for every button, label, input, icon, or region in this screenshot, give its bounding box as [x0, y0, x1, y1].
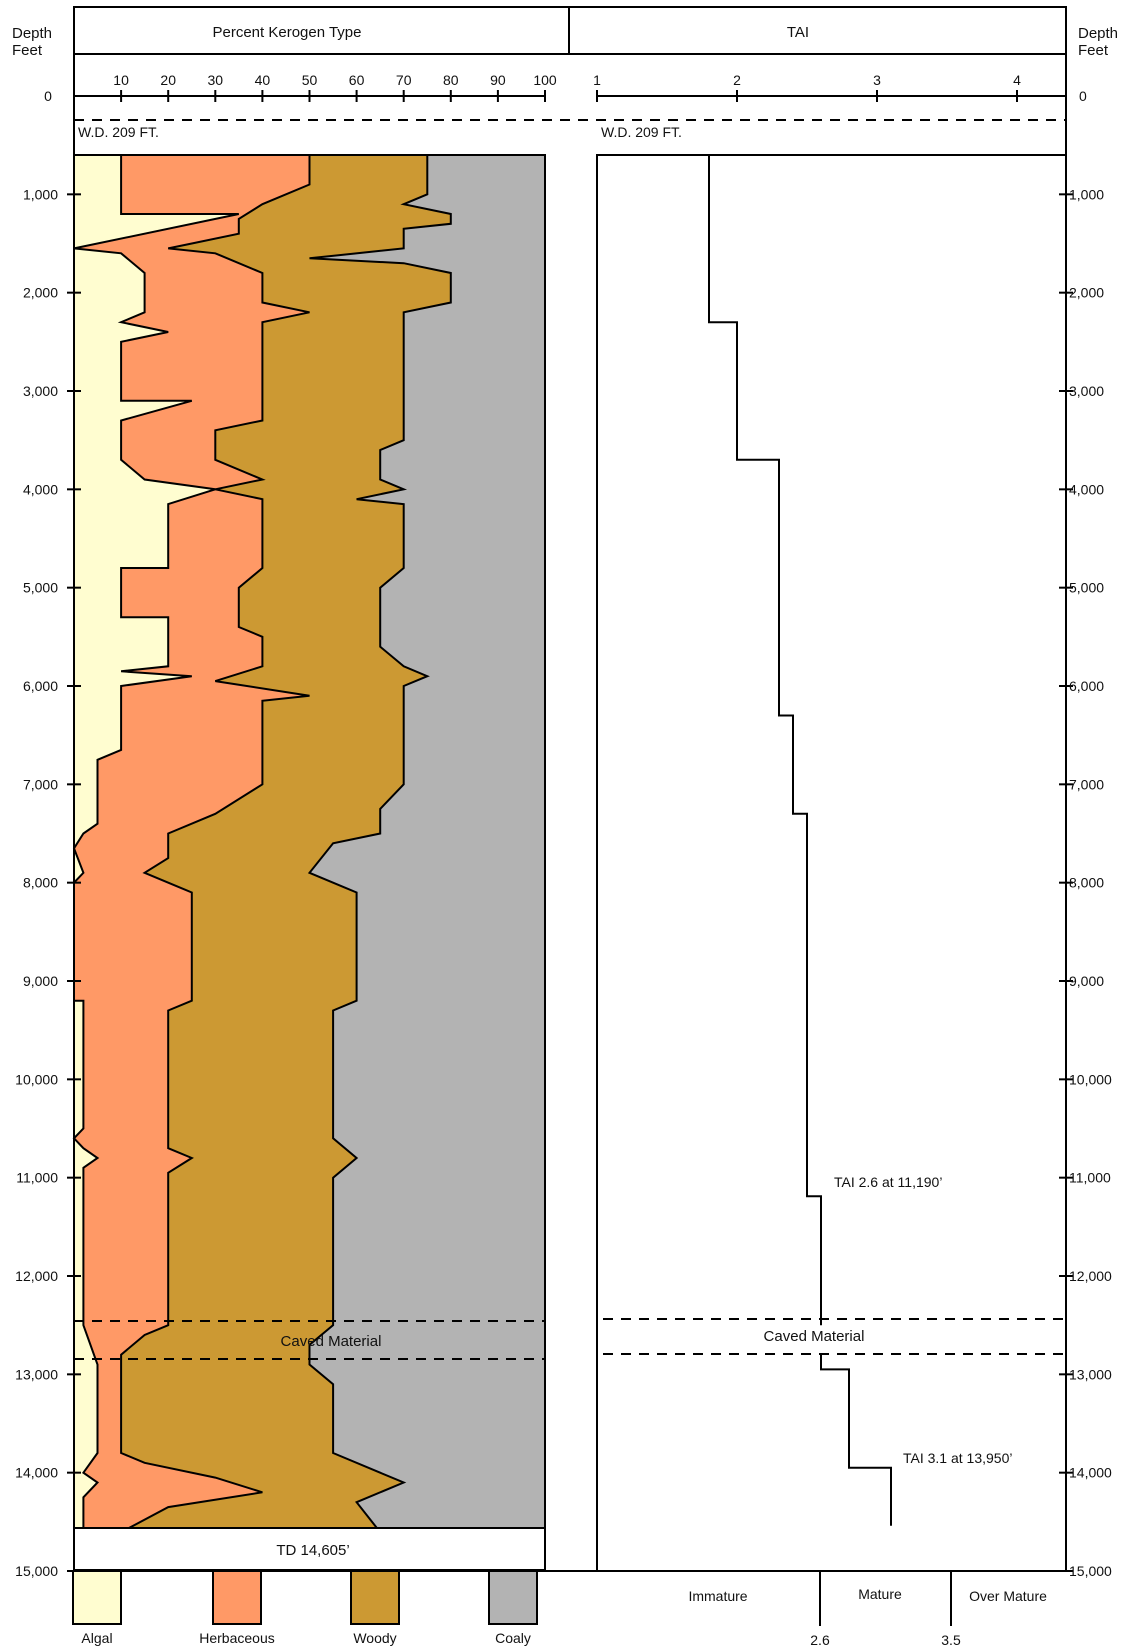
depth-tick-label-right: 4,000 — [1069, 481, 1104, 497]
kerogen-title: Percent Kerogen Type — [213, 24, 362, 41]
tai-line — [708, 155, 892, 1526]
tai-x-tick-label: 2 — [733, 72, 741, 88]
depth-label-left-line2: Feet — [12, 42, 43, 59]
woody-boundary — [307, 155, 452, 1533]
depth-tick-label-right: 8,000 — [1069, 875, 1104, 891]
depth-tick-label-left: 11,000 — [16, 1170, 58, 1186]
maturity-threshold-26: 2.6 — [810, 1632, 830, 1648]
depth-tick-label-left: 10,000 — [15, 1071, 58, 1087]
depth-tick-label-right: 10,000 — [1069, 1071, 1112, 1087]
herbaceous-boundary — [120, 155, 311, 1534]
depth-tick-label-left: 12,000 — [15, 1268, 58, 1284]
algal-boundary — [72, 155, 240, 1533]
depth-tick-label-right: 2,000 — [1069, 285, 1104, 301]
depth-tick-label-right: 5,000 — [1069, 580, 1104, 596]
kerogen-title-box — [73, 6, 570, 55]
kerogen-x-tick-label: 60 — [349, 72, 365, 88]
depth-tick-label-right: 15,000 — [1069, 1563, 1112, 1579]
depth-tick-label-right: 14,000 — [1069, 1465, 1112, 1481]
depth-tick-label-right: 1,000 — [1069, 186, 1104, 202]
maturity-overmature-label: Over Mature — [969, 1588, 1047, 1604]
depth-tick-label-left: 7,000 — [23, 776, 58, 792]
kerogen-x-ticks: 10 20 30 40 50 60 70 80 90 100 — [113, 72, 557, 102]
depth-tick-label-left: 14,000 — [15, 1465, 58, 1481]
depth-tick-label-left: 15,000 — [15, 1563, 58, 1579]
depth-tick-label-left: 3,000 — [23, 383, 58, 399]
maturity-immature-label: Immature — [688, 1588, 747, 1604]
depth-tick-label-left: 8,000 — [23, 875, 58, 891]
kerogen-x-tick-label: 100 — [533, 72, 557, 88]
legend: Algal Herbaceous Woody Coaly — [72, 1570, 538, 1646]
depth-tick-label-right: 0 — [1079, 88, 1087, 104]
caved-material-label-right: Caved Material — [764, 1328, 865, 1345]
depth-tick-label-right: 11,000 — [1069, 1170, 1111, 1186]
depth-tick-label-right: 13,000 — [1069, 1366, 1112, 1382]
kerogen-plot — [72, 155, 545, 1534]
kerogen-x-tick-label: 80 — [443, 72, 459, 88]
depth-label-right-line2: Feet — [1078, 42, 1109, 59]
legend-swatch-algal — [72, 1570, 122, 1625]
depth-tick-label-left: 0 — [44, 88, 52, 104]
depth-tick-label-left: 13,000 — [15, 1366, 58, 1382]
legend-label-coaly: Coaly — [495, 1630, 531, 1646]
depth-tick-label-left: 6,000 — [23, 678, 58, 694]
tai-plot-frame — [596, 154, 1066, 1571]
tai-x-tick-label: 3 — [873, 72, 881, 88]
depth-axis: 0 0 1,000 1,000 2,000 2,000 3,000 3,000 4,000 4,0… — [15, 88, 1112, 1579]
tai-step-line-deep — [820, 1354, 892, 1526]
tai-title: TAI — [787, 24, 809, 41]
depth-label-left-line1: Depth — [12, 25, 52, 42]
legend-label-algal: Algal — [81, 1630, 112, 1646]
depth-tick-label-left: 9,000 — [23, 973, 58, 989]
kerogen-x-tick-label: 70 — [396, 72, 412, 88]
kerogen-x-tick-label: 20 — [160, 72, 176, 88]
legend-swatch-herbaceous — [212, 1570, 262, 1625]
depth-tick-label-right: 9,000 — [1069, 973, 1104, 989]
maturity-threshold-35: 3.5 — [941, 1632, 961, 1648]
tai-x-tick-label: 1 — [593, 72, 601, 88]
kerogen-x-tick-label: 30 — [208, 72, 224, 88]
legend-swatch-coaly — [488, 1570, 538, 1625]
tai-31-annotation: TAI 3.1 at 13,950’ — [903, 1450, 1012, 1466]
caved-material-label-left: Caved Material — [281, 1333, 382, 1350]
water-depth-label-left: W.D. 209 FT. — [78, 124, 159, 140]
tai-x-tick-label: 4 — [1013, 72, 1021, 88]
depth-tick-label-left: 4,000 — [23, 481, 58, 497]
algal-area — [74, 155, 239, 1533]
depth-tick-label-left: 5,000 — [23, 580, 58, 596]
maturity-mature-label: Mature — [858, 1586, 902, 1602]
depth-tick-label-right: 12,000 — [1069, 1268, 1112, 1284]
kerogen-x-tick-label: 50 — [302, 72, 318, 88]
kerogen-x-tick-label: 90 — [490, 72, 506, 88]
legend-swatch-woody — [350, 1570, 400, 1625]
depth-tick-label-left: 1,000 — [23, 186, 58, 202]
tai-step-line — [708, 155, 822, 1326]
legend-label-herbaceous: Herbaceous — [199, 1630, 275, 1646]
td-label: TD 14,605’ — [276, 1542, 349, 1559]
kerogen-x-tick-label: 40 — [255, 72, 271, 88]
kerogen-x-tick-label: 10 — [113, 72, 129, 88]
depth-tick-label-left: 2,000 — [23, 285, 58, 301]
depth-label-right-line1: Depth — [1078, 25, 1118, 42]
td-box — [73, 1527, 546, 1571]
water-depth-label-right: W.D. 209 FT. — [601, 124, 682, 140]
tai-26-annotation: TAI 2.6 at 11,190’ — [834, 1174, 942, 1190]
depth-tick-label-right: 7,000 — [1069, 776, 1104, 792]
tai-title-box — [568, 6, 1067, 55]
depth-tick-label-right: 6,000 — [1069, 678, 1104, 694]
legend-label-woody: Woody — [353, 1630, 396, 1646]
depth-tick-label-right: 3,000 — [1069, 383, 1104, 399]
tai-x-ticks: 1 2 3 4 — [593, 72, 1021, 102]
